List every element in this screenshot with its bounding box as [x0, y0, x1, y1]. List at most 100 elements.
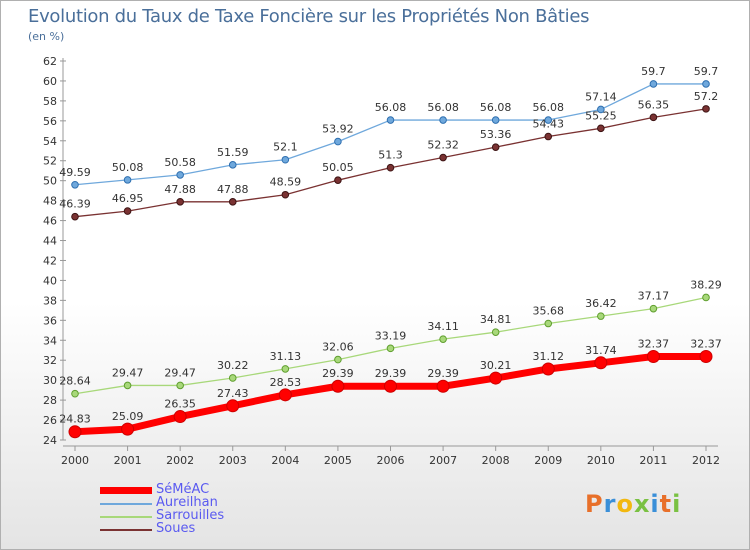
data-point-soues — [439, 153, 447, 162]
data-label-aureilhan: 56.08 — [480, 101, 512, 114]
data-label-semeac: 32.37 — [638, 338, 670, 351]
data-point-soues — [386, 163, 395, 172]
data-label-aureilhan: 56.08 — [375, 101, 407, 114]
x-tick-label: 2000 — [61, 454, 89, 467]
logo-letter: o — [616, 490, 634, 518]
data-point-soues — [228, 198, 237, 206]
data-point-sarrouilles — [649, 304, 658, 313]
data-label-aureilhan: 50.58 — [164, 156, 196, 169]
y-tick-label: 56 — [43, 115, 57, 128]
data-point-semeac — [331, 379, 345, 393]
data-label-semeac: 31.74 — [585, 344, 617, 357]
data-label-soues: 48.59 — [270, 176, 302, 189]
data-label-semeac: 24.83 — [59, 413, 91, 426]
y-tick-label: 34 — [43, 334, 57, 347]
x-tick-label: 2005 — [324, 454, 352, 467]
data-point-aureilhan — [386, 116, 395, 124]
data-label-sarrouilles: 34.81 — [480, 313, 512, 326]
data-point-soues — [71, 212, 79, 221]
data-point-sarrouilles — [334, 355, 342, 364]
data-point-aureilhan — [176, 171, 184, 179]
data-point-sarrouilles — [228, 374, 237, 382]
data-label-aureilhan: 51.59 — [217, 146, 249, 159]
y-tick-label: 40 — [43, 274, 57, 287]
data-point-sarrouilles — [281, 365, 290, 373]
data-point-aureilhan — [123, 176, 132, 184]
data-point-semeac — [489, 371, 503, 385]
logo-letter: i — [672, 490, 682, 518]
data-point-aureilhan — [228, 161, 237, 169]
data-label-sarrouilles: 38.29 — [690, 278, 722, 291]
data-label-aureilhan: 50.08 — [112, 161, 144, 174]
x-tick-label: 2009 — [534, 454, 562, 467]
data-label-aureilhan: 56.08 — [427, 101, 459, 114]
data-label-aureilhan: 49.59 — [59, 166, 91, 179]
logo-letter: P — [585, 490, 604, 518]
data-label-aureilhan: 57.14 — [585, 90, 617, 103]
data-label-sarrouilles: 28.64 — [59, 375, 91, 388]
x-tick-label: 2011 — [639, 454, 667, 467]
data-label-soues: 54.43 — [533, 118, 565, 131]
data-point-aureilhan — [649, 80, 658, 88]
data-label-soues: 56.35 — [638, 98, 670, 111]
data-label-semeac: 29.39 — [322, 367, 354, 380]
x-tick-label: 2007 — [429, 454, 457, 467]
data-point-sarrouilles — [702, 293, 710, 302]
data-label-soues: 51.3 — [378, 149, 403, 162]
data-point-sarrouilles — [597, 312, 605, 320]
data-point-aureilhan — [491, 116, 500, 124]
y-tick-label: 54 — [43, 135, 57, 148]
data-label-soues: 46.95 — [112, 192, 144, 205]
data-point-sarrouilles — [491, 328, 500, 336]
y-tick-label: 28 — [43, 394, 57, 407]
data-label-sarrouilles: 33.19 — [375, 329, 407, 342]
data-point-aureilhan — [439, 116, 447, 124]
data-label-aureilhan: 53.92 — [322, 123, 354, 136]
x-tick-label: 2004 — [271, 454, 299, 467]
data-label-semeac: 27.43 — [217, 387, 249, 400]
data-point-semeac — [436, 379, 450, 393]
data-point-semeac — [646, 350, 660, 364]
data-point-soues — [544, 132, 553, 141]
y-tick-label: 60 — [43, 75, 57, 88]
data-point-soues — [334, 176, 342, 184]
data-label-sarrouilles: 30.22 — [217, 359, 249, 372]
x-tick-label: 2001 — [114, 454, 142, 467]
legend-swatch-aureilhan — [100, 503, 152, 505]
x-tick-label: 2002 — [166, 454, 194, 467]
logo-letter: i — [650, 490, 660, 518]
data-point-semeac — [699, 350, 713, 364]
data-label-soues: 50.05 — [322, 161, 354, 174]
data-point-semeac — [173, 410, 187, 424]
data-label-semeac: 29.39 — [427, 367, 459, 380]
data-point-sarrouilles — [439, 335, 447, 343]
proxiti-logo: Proxiti — [585, 490, 681, 518]
y-tick-label: 46 — [43, 215, 57, 228]
data-label-semeac: 32.37 — [690, 338, 722, 351]
data-label-soues: 47.88 — [217, 183, 249, 196]
x-tick-label: 2003 — [219, 454, 247, 467]
data-label-soues: 52.32 — [427, 139, 459, 152]
data-point-aureilhan — [597, 105, 605, 114]
data-label-sarrouilles: 29.47 — [112, 366, 144, 379]
y-tick-label: 48 — [43, 195, 57, 208]
data-label-soues: 47.88 — [164, 183, 196, 196]
data-point-sarrouilles — [386, 344, 395, 353]
y-tick-label: 32 — [43, 354, 57, 367]
data-label-semeac: 30.21 — [480, 359, 512, 372]
legend-swatch-sarrouilles — [100, 516, 152, 518]
data-label-soues: 55.25 — [585, 109, 617, 122]
legend-swatch-soues — [100, 529, 152, 531]
data-point-semeac — [594, 356, 608, 370]
data-point-semeac — [226, 399, 240, 413]
y-tick-label: 38 — [43, 294, 57, 307]
data-point-sarrouilles — [544, 319, 553, 328]
data-label-semeac: 29.39 — [375, 367, 407, 380]
data-label-sarrouilles: 36.42 — [585, 297, 617, 310]
y-tick-label: 52 — [43, 155, 57, 168]
data-point-semeac — [541, 362, 555, 376]
data-label-semeac: 28.53 — [270, 376, 302, 389]
data-label-aureilhan: 56.08 — [533, 101, 565, 114]
